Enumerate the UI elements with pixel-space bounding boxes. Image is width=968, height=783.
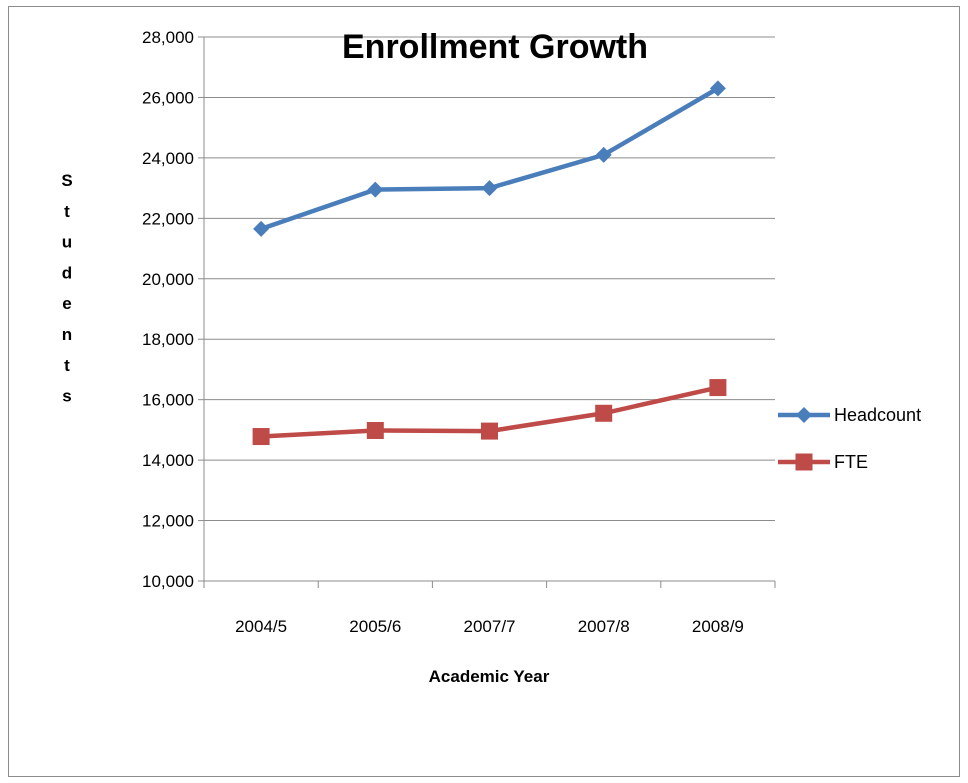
legend-label-fte: FTE — [834, 452, 868, 472]
y-tick-label: 20,000 — [142, 270, 194, 289]
y-tick-label: 12,000 — [142, 512, 194, 531]
x-axis-title: Academic Year — [429, 667, 550, 686]
x-tick-label: 2005/6 — [349, 617, 401, 636]
chart-frame — [8, 6, 960, 777]
x-tick-label: 2007/7 — [464, 617, 516, 636]
legend: Headcount FTE — [778, 405, 921, 472]
y-tick-label: 22,000 — [142, 209, 194, 228]
x-tick-label: 2008/9 — [692, 617, 744, 636]
data-point-headcount — [595, 146, 612, 163]
data-point-fte — [481, 422, 498, 440]
y-tick-label: 18,000 — [142, 330, 194, 349]
y-axis-title-letter: t — [64, 202, 70, 221]
data-point-fte — [252, 428, 270, 446]
chart-title: Enrollment Growth — [342, 28, 648, 66]
y-axis-title-letter: e — [62, 294, 71, 313]
y-axis-title-letter: n — [62, 325, 72, 344]
y-axis-title-letter: s — [62, 387, 71, 406]
series-layer — [252, 80, 727, 446]
y-tick-label: 10,000 — [142, 572, 194, 591]
data-point-headcount — [253, 220, 270, 237]
y-tick-label: 28,000 — [142, 28, 194, 47]
y-tick-label: 14,000 — [142, 451, 194, 470]
y-tick-label: 24,000 — [142, 149, 194, 168]
y-axis-title-letter: t — [64, 356, 70, 375]
gridlines — [204, 36, 775, 582]
x-tick-label: 2007/8 — [578, 617, 630, 636]
y-axis-title-letter: u — [62, 233, 72, 252]
data-point-fte — [595, 404, 613, 422]
y-tick-label: 26,000 — [142, 88, 194, 107]
legend-label-headcount: Headcount — [834, 405, 921, 425]
data-point-headcount — [481, 180, 498, 197]
data-point-fte — [709, 379, 727, 397]
data-point-headcount — [367, 181, 384, 198]
legend-marker-headcount — [796, 407, 812, 423]
y-axis-title-letter: S — [61, 171, 72, 190]
x-tick-labels: 2004/5 2005/6 2007/7 2007/8 2008/9 — [235, 617, 744, 636]
series-line-headcount — [258, 86, 721, 232]
y-tick-label: 16,000 — [142, 391, 194, 410]
data-point-headcount — [709, 80, 726, 97]
x-tick-label: 2004/5 — [235, 617, 287, 636]
data-point-fte — [366, 421, 384, 439]
y-tick-labels: 10,000 12,000 14,000 16,000 18,000 20,000 22,0… — [142, 28, 194, 591]
axes — [198, 36, 776, 588]
legend-marker-fte — [795, 453, 813, 471]
y-axis-title-letter: d — [62, 263, 72, 282]
